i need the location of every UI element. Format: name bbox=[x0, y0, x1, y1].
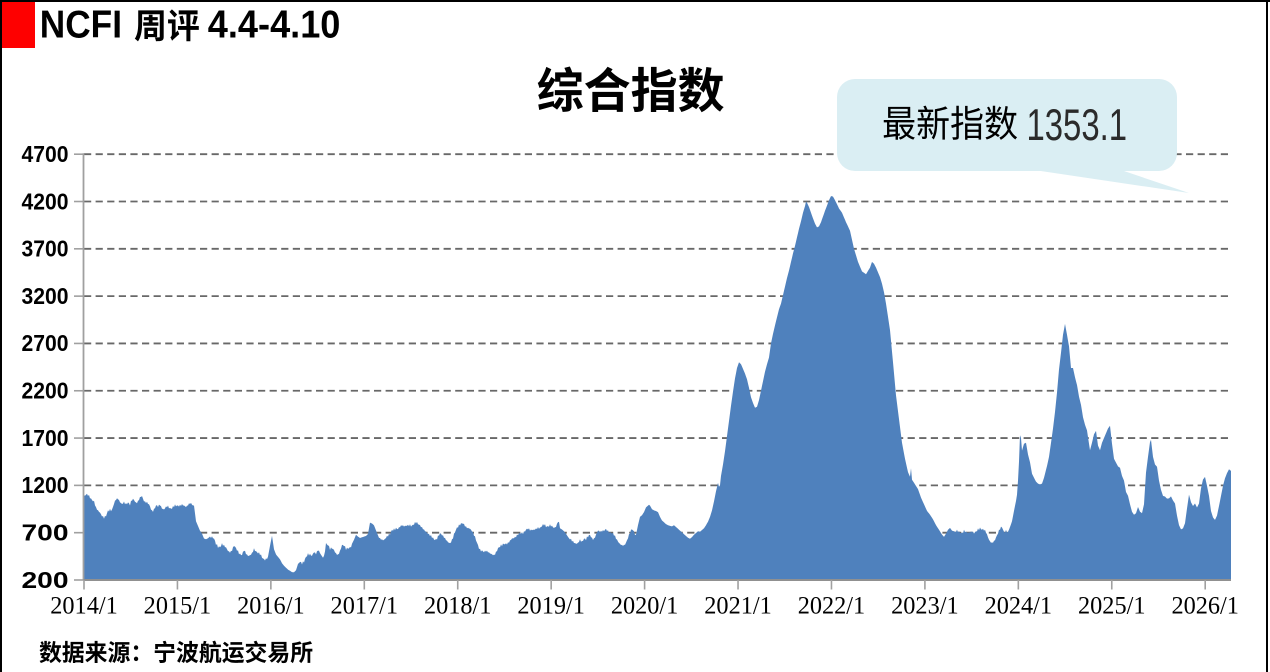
svg-text:4.4-4.10: 4.4-4.10 bbox=[208, 4, 341, 47]
svg-text:2018/1: 2018/1 bbox=[424, 591, 492, 620]
svg-text:2022/1: 2022/1 bbox=[798, 591, 866, 620]
svg-text:2025/1: 2025/1 bbox=[1078, 591, 1146, 620]
svg-text:2017/1: 2017/1 bbox=[331, 591, 399, 620]
svg-text:2016/1: 2016/1 bbox=[237, 591, 305, 620]
svg-text:3700: 3700 bbox=[22, 236, 69, 262]
svg-text:3200: 3200 bbox=[22, 283, 69, 309]
svg-text:2021/1: 2021/1 bbox=[704, 591, 772, 620]
svg-text:2019/1: 2019/1 bbox=[517, 591, 585, 620]
svg-text:4700: 4700 bbox=[22, 141, 69, 167]
svg-text:2200: 2200 bbox=[22, 378, 69, 404]
svg-text:2700: 2700 bbox=[22, 330, 69, 356]
svg-text:1700: 1700 bbox=[22, 425, 69, 451]
svg-text:1353.1: 1353.1 bbox=[1027, 101, 1128, 150]
svg-text:2020/1: 2020/1 bbox=[611, 591, 679, 620]
svg-text:2024/1: 2024/1 bbox=[985, 591, 1053, 620]
svg-text:2026/1: 2026/1 bbox=[1171, 591, 1239, 620]
svg-text:2023/1: 2023/1 bbox=[891, 591, 959, 620]
svg-text:NCFI: NCFI bbox=[40, 4, 122, 47]
svg-text:2014/1: 2014/1 bbox=[50, 591, 118, 620]
svg-text:1200: 1200 bbox=[22, 472, 69, 498]
svg-text:2015/1: 2015/1 bbox=[144, 591, 212, 620]
svg-text:200: 200 bbox=[22, 567, 69, 593]
svg-text:700: 700 bbox=[22, 519, 69, 545]
svg-text:4200: 4200 bbox=[22, 188, 69, 214]
